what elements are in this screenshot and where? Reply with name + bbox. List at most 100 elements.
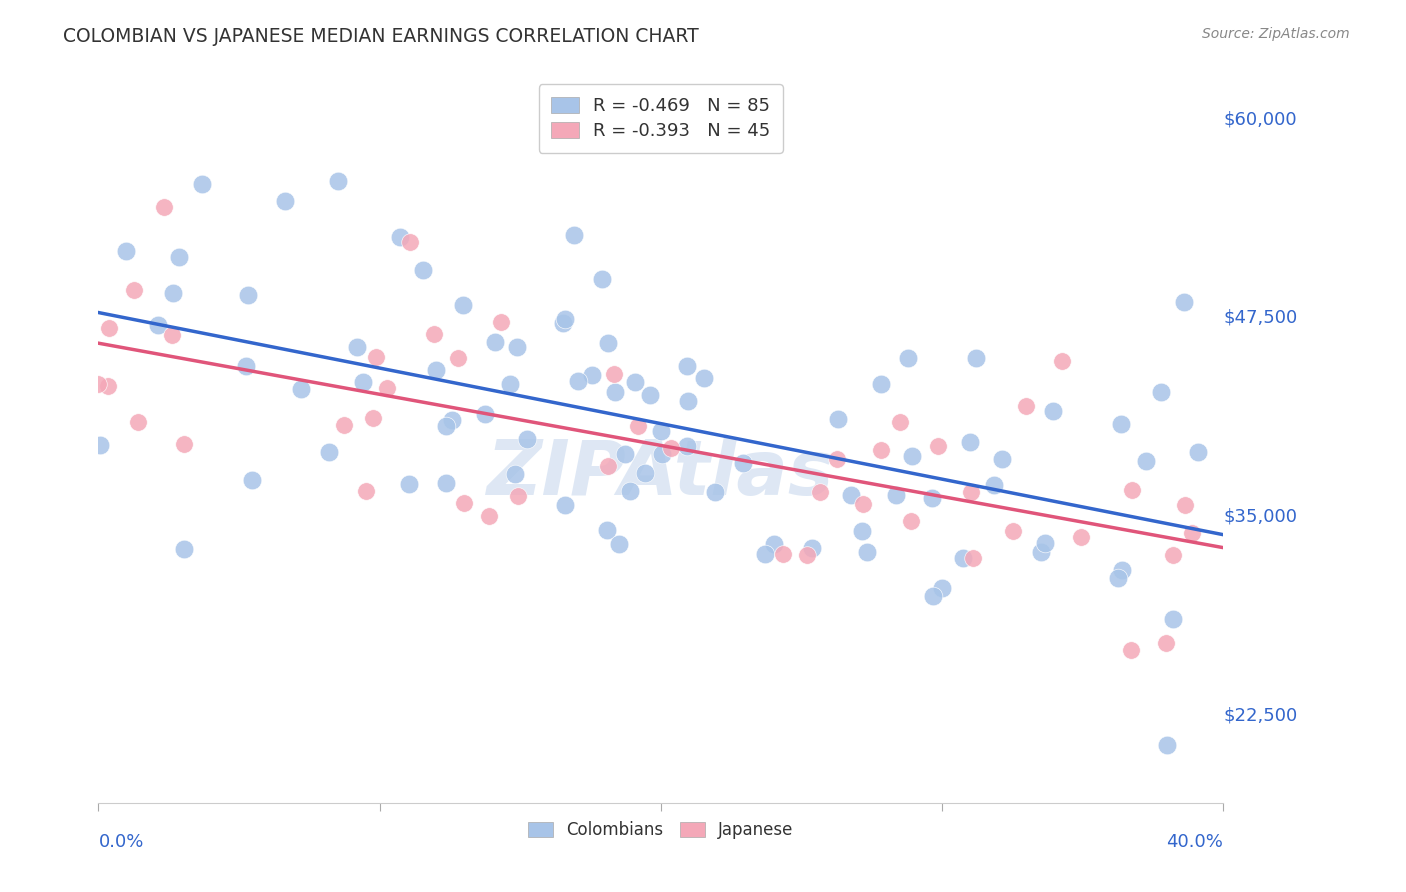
Point [169,250,191,264]
Point [484,334,506,349]
Point [772,547,794,561]
Point [825,452,848,467]
Point [242,473,264,487]
Point [1033,535,1056,549]
Point [389,229,412,244]
Point [796,548,818,562]
Point [627,418,650,433]
Point [959,435,981,450]
Text: COLOMBIAN VS JAPANESE MEDIAN EARNINGS CORRELATION CHART: COLOMBIAN VS JAPANESE MEDIAN EARNINGS CO… [63,27,699,45]
Point [375,381,398,395]
Point [762,536,785,550]
Point [1174,498,1197,512]
Point [235,359,257,373]
Point [676,394,699,409]
Point [693,371,716,385]
Point [731,456,754,470]
Point [851,524,873,539]
Point [598,458,620,473]
Point [97,378,120,392]
Point [962,550,984,565]
Point [607,537,630,551]
Point [1119,642,1142,657]
Point [965,351,987,366]
Point [506,340,529,354]
Point [160,327,183,342]
Point [596,524,619,538]
Point [640,388,662,402]
Point [127,415,149,429]
Point [506,489,529,503]
Point [366,350,388,364]
Point [659,441,682,455]
Point [98,321,121,335]
Point [852,497,875,511]
Point [591,272,613,286]
Text: $47,500: $47,500 [1223,309,1298,326]
Point [124,283,146,297]
Point [1052,353,1074,368]
Point [346,340,368,354]
Point [173,541,195,556]
Point [1029,545,1052,559]
Point [1111,563,1133,577]
Point [567,375,589,389]
Point [562,227,585,242]
Point [398,476,420,491]
Point [453,298,475,312]
Point [952,550,974,565]
Point [901,449,924,463]
Point [870,377,893,392]
Point [238,287,260,301]
Point [827,411,849,425]
Point [554,499,576,513]
Legend: Colombians, Japanese: Colombians, Japanese [522,814,800,846]
Point [290,383,312,397]
Point [889,415,911,429]
Point [474,408,496,422]
Text: $35,000: $35,000 [1223,508,1298,525]
Point [991,451,1014,466]
Point [1161,612,1184,626]
Point [1014,399,1036,413]
Point [1154,636,1177,650]
Point [551,317,574,331]
Point [1173,295,1195,310]
Point [1150,384,1173,399]
Point [1161,548,1184,562]
Point [839,488,862,502]
Text: $22,500: $22,500 [1223,706,1298,724]
Point [581,368,603,382]
Point [676,359,699,374]
Point [624,375,647,389]
Point [808,484,831,499]
Point [613,447,636,461]
Point [399,235,422,249]
Point [675,439,697,453]
Point [87,377,110,392]
Point [869,442,891,457]
Point [153,200,176,214]
Text: 0.0%: 0.0% [98,833,143,851]
Point [148,318,170,332]
Point [434,419,457,434]
Point [1042,403,1064,417]
Point [650,425,672,439]
Point [927,439,949,453]
Text: ZIPAtlas: ZIPAtlas [486,437,835,510]
Point [453,496,475,510]
Point [115,244,138,258]
Point [503,467,526,481]
Point [1070,530,1092,544]
Point [921,589,943,603]
Point [352,375,374,389]
Point [491,315,513,329]
Point [1135,454,1157,468]
Point [162,286,184,301]
Point [412,263,434,277]
Text: Source: ZipAtlas.com: Source: ZipAtlas.com [1202,27,1350,41]
Point [651,447,673,461]
Point [318,445,340,459]
Point [363,410,385,425]
Point [1121,483,1143,497]
